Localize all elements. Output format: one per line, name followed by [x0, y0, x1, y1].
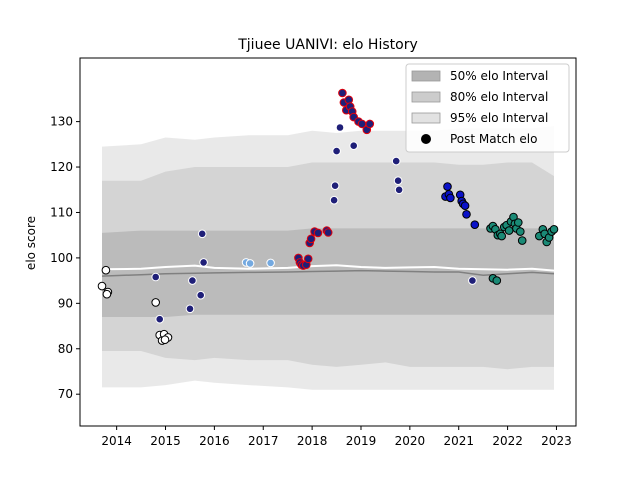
legend-label-2: 95% elo Interval: [450, 111, 548, 125]
data-point-s0-0: [98, 282, 106, 290]
data-point-s1-7: [330, 196, 338, 204]
data-point-s1-4: [197, 291, 205, 299]
data-point-s1-0: [152, 273, 160, 281]
x-tick-label-2021: 2021: [443, 434, 474, 448]
x-tick-label-2017: 2017: [248, 434, 279, 448]
legend: 50% elo Interval 80% elo Interval 95% elo …: [406, 64, 569, 152]
data-point-s1-2: [189, 277, 197, 285]
x-tick-label-2023: 2023: [541, 434, 572, 448]
data-point-s5-22: [550, 226, 558, 234]
y-tick-label-130: 130: [50, 115, 73, 129]
data-point-s1-11: [350, 142, 358, 150]
data-point-s1-10: [336, 124, 344, 132]
legend-label-1: 80% elo Interval: [450, 90, 548, 104]
y-tick-label-80: 80: [58, 342, 73, 356]
data-point-s0-9: [161, 336, 169, 344]
data-point-s0-1: [102, 266, 110, 274]
legend-label-0: 50% elo Interval: [450, 69, 548, 83]
x-tick-label-2019: 2019: [346, 434, 377, 448]
legend-swatch-0: [412, 71, 440, 81]
data-point-s1-15: [469, 277, 477, 285]
y-tick-label-90: 90: [58, 296, 73, 310]
x-tick-label-2020: 2020: [395, 434, 426, 448]
data-point-s5-15: [518, 237, 526, 245]
y-tick-label-70: 70: [58, 387, 73, 401]
data-point-s1-13: [394, 177, 402, 185]
data-point-s3-5: [304, 255, 312, 263]
data-point-s3-12: [339, 89, 347, 97]
x-tick-label-2016: 2016: [199, 434, 230, 448]
y-tick-label-110: 110: [50, 205, 73, 219]
data-point-s4-3: [447, 194, 455, 202]
data-point-s1-5: [198, 230, 206, 238]
band-50-interval: [102, 228, 554, 317]
y-tick-label-120: 120: [50, 160, 73, 174]
data-point-s3-22: [366, 120, 374, 128]
data-point-s3-11: [324, 229, 332, 237]
data-point-s5-5: [498, 232, 506, 240]
data-point-s1-3: [186, 305, 194, 313]
x-tick-label-2014: 2014: [101, 434, 132, 448]
y-tick-label-100: 100: [50, 251, 73, 265]
data-point-s3-7: [307, 235, 315, 243]
y-axis-label: elo score: [24, 216, 38, 270]
data-point-s5-8: [505, 227, 513, 235]
data-point-s2-2: [267, 259, 275, 267]
data-point-s3-15: [345, 96, 353, 104]
legend-swatch-3: [421, 134, 431, 144]
x-tick-label-2015: 2015: [150, 434, 181, 448]
data-point-s5-14: [517, 228, 525, 236]
data-point-s1-8: [331, 182, 339, 190]
chart-title: Tjiuee UANIVI: elo History: [237, 37, 418, 53]
legend-swatch-2: [412, 113, 440, 123]
data-point-s1-1: [156, 315, 164, 323]
legend-label-3: Post Match elo: [450, 132, 537, 146]
data-point-s4-9: [471, 221, 479, 229]
x-tick-label-2022: 2022: [492, 434, 523, 448]
data-point-s5-13: [515, 219, 523, 227]
data-point-s2-1: [246, 260, 254, 268]
data-point-s0-3: [103, 290, 111, 298]
data-point-s1-6: [200, 259, 208, 267]
legend-swatch-1: [412, 92, 440, 102]
data-point-s4-8: [463, 211, 471, 219]
data-point-s1-9: [333, 147, 341, 155]
data-point-s4-1: [444, 183, 452, 191]
data-point-s0-4: [152, 299, 160, 307]
data-point-s3-9: [314, 229, 322, 237]
data-point-s4-7: [461, 202, 469, 210]
data-point-s1-12: [392, 157, 400, 165]
data-point-s1-14: [395, 186, 403, 194]
data-point-s5-24: [493, 277, 501, 285]
x-tick-label-2018: 2018: [297, 434, 328, 448]
